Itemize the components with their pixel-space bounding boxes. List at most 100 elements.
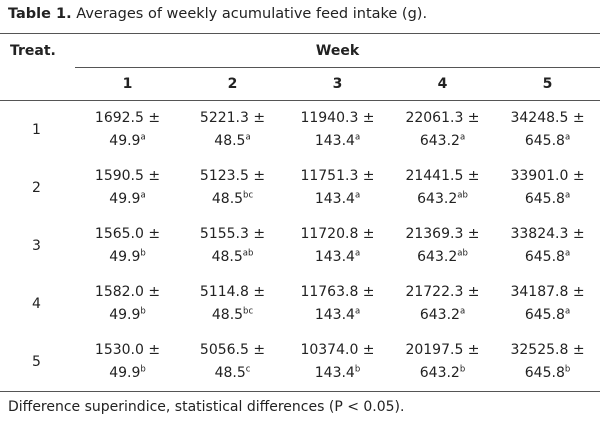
table-cell: 5056.5 ± 48.5c	[180, 333, 285, 392]
table-cell: 22061.3 ± 643.2a	[390, 101, 495, 160]
table-cell: 1582.0 ± 49.9b	[75, 275, 180, 333]
cell-mean: 1590.5 ±	[94, 168, 161, 184]
cell-significance-letter: b	[140, 248, 146, 259]
table-row: 1 1692.5 ±49.9a 5221.3 ±48.5a 11940.3 ±143.…	[0, 101, 600, 160]
cell-se: 143.4	[314, 365, 355, 381]
cell-se: 49.9	[109, 191, 141, 207]
cell-significance-letter: b	[140, 364, 146, 375]
header-week-3: 3	[285, 67, 390, 101]
table-cell: 1590.5 ± 49.9a	[75, 159, 180, 217]
cell-mean: 32525.8 ±	[510, 342, 585, 358]
table-row: 2 1590.5 ±49.9a 5123.5 ±48.5bc 11751.3 ±143…	[0, 159, 600, 217]
table-cell: 1530.0 ± 49.9b	[75, 333, 180, 392]
table-cell: 5221.3 ± 48.5a	[180, 101, 285, 160]
table-row: 4 1582.0 ± 49.9b 5114.8 ± 48.5bc 11763.8 ± 143…	[0, 275, 600, 333]
treatment-label: 5	[0, 333, 75, 392]
cell-se: 645.8	[524, 307, 565, 323]
cell-mean: 21369.3 ±	[405, 226, 480, 242]
cell-mean: 5123.5 ±	[199, 168, 266, 184]
cell-significance-letter: a	[354, 190, 361, 201]
table-cell: 5155.3 ± 48.5ab	[180, 217, 285, 275]
cell-se: 48.5	[211, 307, 244, 323]
cell-mean: 21441.5 ±	[405, 168, 480, 184]
table-caption: Table 1. Averages of weekly acumulative …	[8, 4, 427, 24]
header-week: Week	[75, 33, 600, 68]
header-week-1: 1	[75, 67, 180, 101]
table-cell: 34248.5 ± 645.8a	[495, 101, 600, 160]
cell-significance-letter: a	[564, 248, 571, 259]
header-week-2: 2	[180, 67, 285, 101]
cell-se: 48.5	[211, 249, 243, 265]
cell-se: 48.5	[214, 133, 246, 149]
cell-mean: 10374.0 ±	[300, 342, 375, 358]
table-cell: 10374.0 ± 143.4b	[285, 333, 390, 392]
table-cell: 1692.5 ± 49.9a	[75, 101, 180, 160]
table-cell: 1565.0 ± 49.9b	[75, 217, 180, 275]
cell-significance-letter: a	[140, 132, 146, 143]
cell-mean: 5114.8 ±	[199, 284, 266, 300]
cell-mean: 22061.3 ±	[405, 110, 480, 126]
table-cell: 11940.3 ± 143.4a	[285, 101, 390, 160]
cell-mean: 21722.3 ±	[405, 284, 480, 300]
cell-mean: 1565.0 ±	[94, 226, 161, 242]
table-cell: 11720.8 ± 143.4a	[285, 217, 390, 275]
cell-mean: 1692.5 ±	[94, 110, 161, 126]
treatment-label: 3	[32, 237, 41, 254]
table-cell: 21369.3 ± 643.2ab	[390, 217, 495, 275]
cell-significance-letter: a	[354, 306, 361, 317]
cell-significance-letter: a	[245, 132, 251, 143]
cell-significance-letter: a	[354, 248, 361, 259]
header-treat: Treat.	[0, 33, 75, 68]
table-cell: 5123.5 ± 48.5bc	[180, 159, 285, 217]
cell-se: 49.9	[109, 365, 141, 381]
cell-mean: 33824.3 ±	[510, 226, 585, 242]
cell-mean: 1530.0 ±	[94, 342, 161, 358]
cell-se: 645.8	[524, 365, 565, 381]
header-week-5: 5	[495, 67, 600, 101]
cell-se: 143.4	[314, 249, 355, 265]
table-caption-text: Averages of weekly acumulative feed inta…	[76, 6, 428, 22]
cell-significance-letter: bc	[243, 306, 254, 317]
cell-se: 49.9	[109, 133, 141, 149]
cell-se: 645.8	[524, 133, 565, 149]
cell-se: 645.8	[524, 191, 565, 207]
cell-se: 643.2	[419, 307, 460, 323]
table-cell: 34187.8 ± 645.8a	[495, 275, 600, 333]
table-row: 3 1565.0 ± 49.9b 5155.3 ±48.5ab 11720.8 ± 143…	[0, 217, 600, 275]
header-week-4: 4	[390, 67, 495, 101]
table-cell: 33901.0 ± 645.8a	[495, 159, 600, 217]
cell-mean: 33901.0 ±	[510, 168, 585, 184]
treatment-label: 2	[32, 179, 41, 196]
cell-mean: 34248.5 ±	[510, 110, 585, 126]
table-cell: 33824.3 ± 645.8a	[495, 217, 600, 275]
cell-se: 645.8	[524, 249, 565, 265]
feed-intake-table: Treat. Week 1 2 3 4 5 1 1692.5 ±49.9a 5221…	[0, 33, 600, 392]
cell-significance-letter: a	[459, 306, 466, 317]
treatment-label: 1	[32, 121, 41, 138]
cell-significance-letter: a	[459, 132, 466, 143]
cell-se: 49.9	[109, 249, 141, 265]
cell-significance-letter: a	[564, 132, 571, 143]
cell-mean: 34187.8 ±	[510, 284, 585, 300]
cell-significance-letter: ab	[457, 190, 468, 201]
table-caption-label: Table 1.	[8, 6, 72, 22]
header-treat-spacer	[0, 67, 75, 101]
table-cell: 5114.8 ± 48.5bc	[180, 275, 285, 333]
cell-significance-letter: ab	[457, 248, 468, 259]
cell-se: 49.9	[109, 307, 141, 323]
cell-se: 643.2	[417, 249, 458, 265]
cell-significance-letter: ab	[242, 248, 254, 259]
table-cell: 20197.5 ± 643.2b	[390, 333, 495, 392]
cell-significance-letter: a	[140, 190, 146, 201]
cell-mean: 11751.3 ±	[300, 168, 375, 184]
cell-significance-letter: b	[459, 364, 466, 375]
table-cell: 21441.5 ± 643.2ab	[390, 159, 495, 217]
table-cell: 32525.8 ± 645.8b	[495, 333, 600, 392]
cell-significance-letter: a	[564, 306, 571, 317]
cell-mean: 11763.8 ±	[300, 284, 375, 300]
cell-se: 643.2	[419, 365, 460, 381]
cell-mean: 11720.8 ±	[300, 226, 375, 242]
table-cell: 11763.8 ± 143.4a	[285, 275, 390, 333]
cell-mean: 5221.3 ±	[199, 110, 266, 126]
treatment-label: 4	[32, 295, 41, 312]
